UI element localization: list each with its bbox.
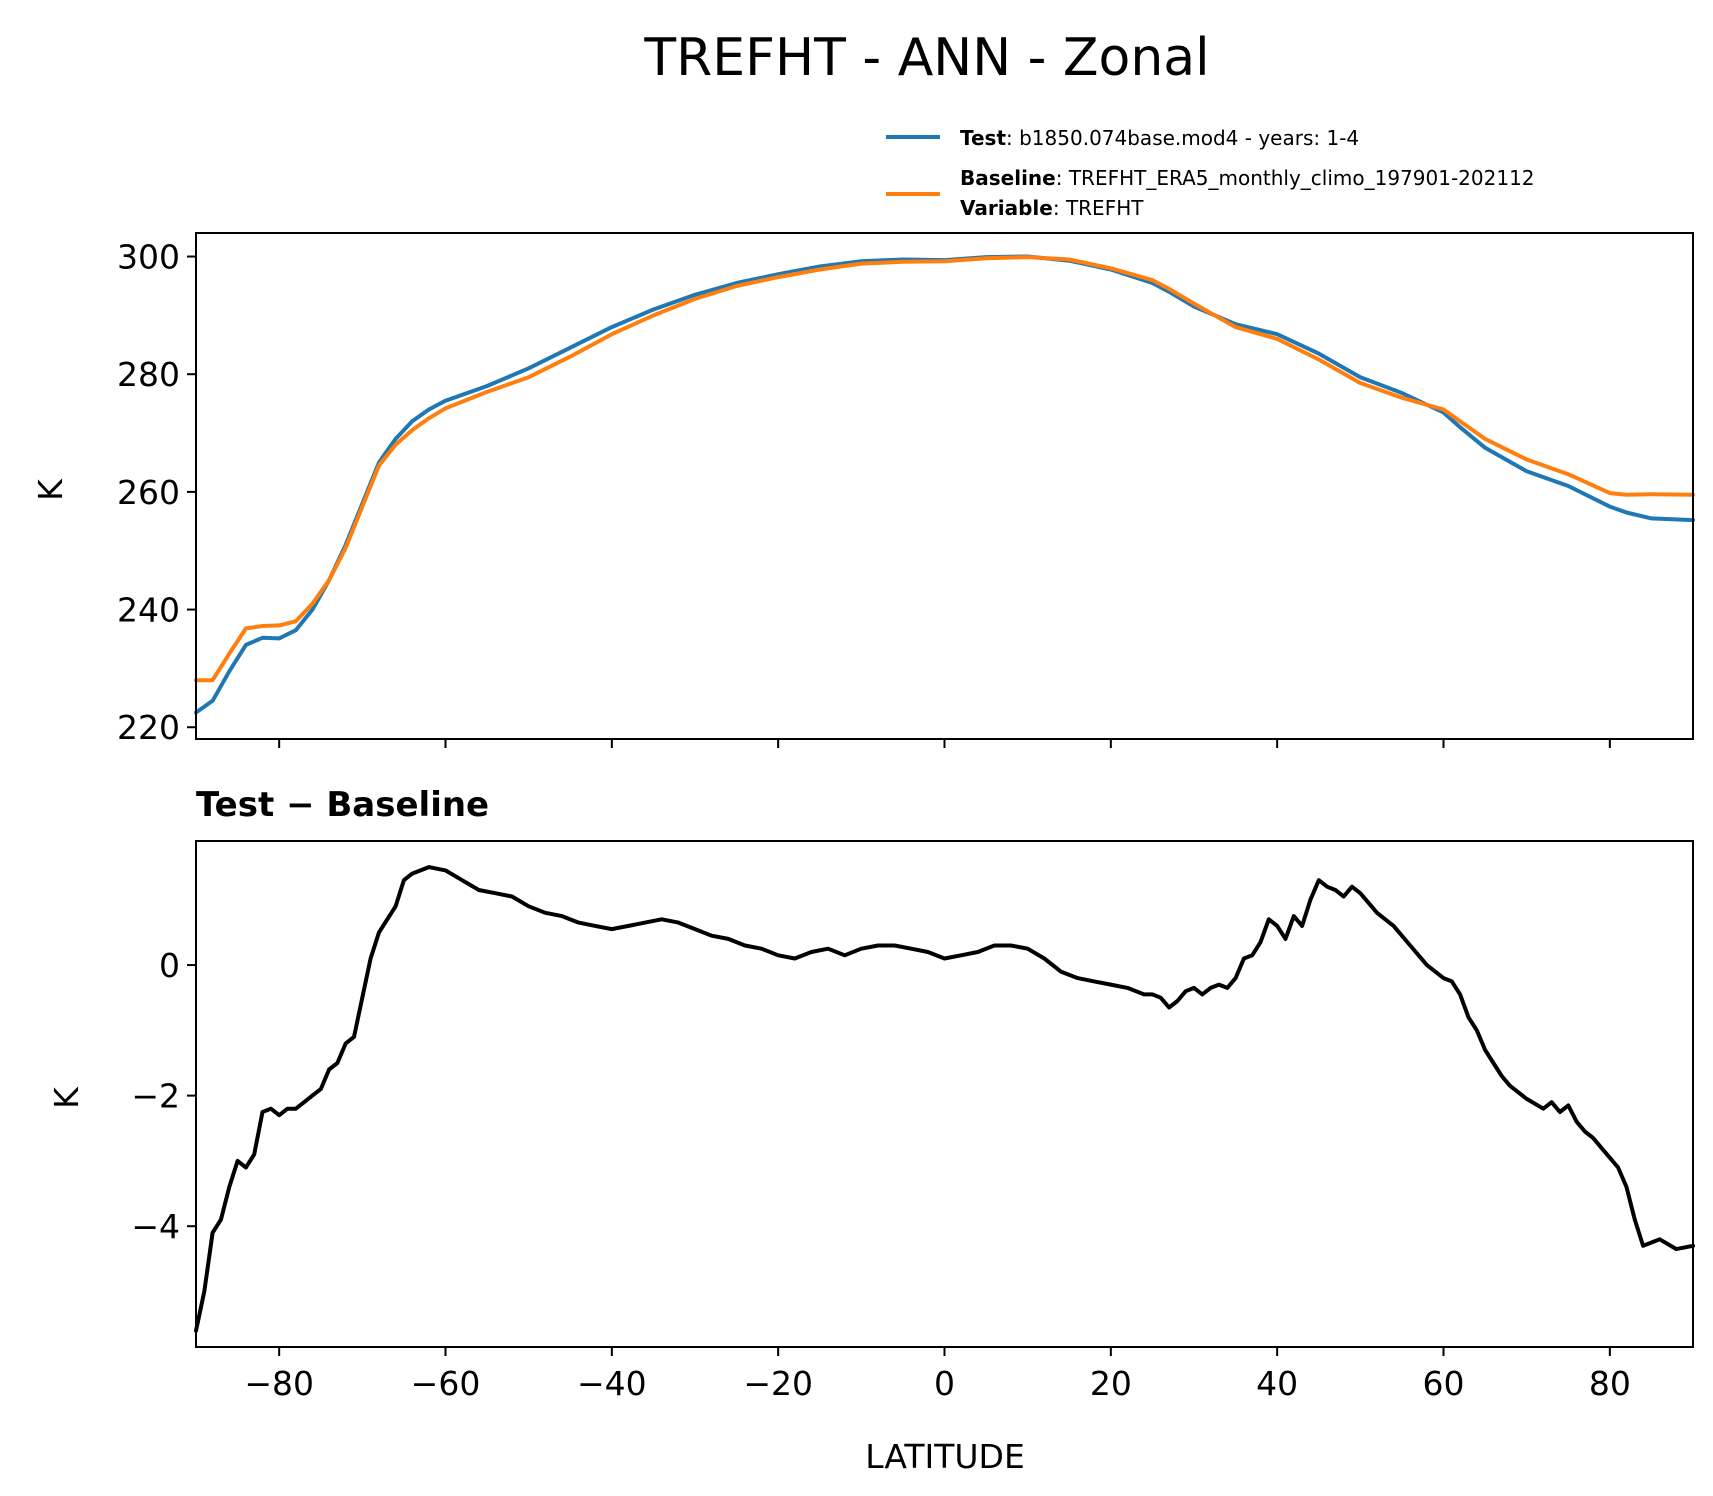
legend-label-variable: Variable: TREFHT: [960, 196, 1144, 220]
top-y-tick-label: 280: [117, 355, 180, 394]
legend-variable-rest: : TREFHT: [1053, 196, 1144, 220]
bottom-x-tick-label: −60: [411, 1364, 481, 1403]
legend-baseline-rest: : TREFHT_ERA5_monthly_climo_197901-20211…: [1056, 166, 1535, 190]
legend-test-rest: : b1850.074base.mod4 - years: 1-4: [1006, 126, 1359, 150]
bottom-y-tick-label: −4: [131, 1207, 180, 1246]
legend: Test: b1850.074base.mod4 - years: 1-4 Ba…: [886, 126, 1535, 220]
bottom-x-tick-label: −20: [743, 1364, 813, 1403]
bottom-panel-title: Test − Baseline: [196, 785, 489, 825]
legend-baseline-bold: Baseline: [960, 166, 1056, 190]
figure-title: TREFHT - ANN - Zonal: [643, 28, 1209, 88]
bottom-y-tick-label: 0: [159, 946, 180, 985]
bottom-x-tick-label: 80: [1589, 1364, 1631, 1403]
bottom-x-tick-label: 0: [934, 1364, 955, 1403]
top-y-tick-label: 220: [117, 708, 180, 747]
top-y-ticks: 220 240 260 280 300: [117, 238, 196, 747]
legend-test-bold: Test: [960, 126, 1006, 150]
bottom-y-tick-label: −2: [131, 1077, 180, 1116]
bottom-series-group: [194, 865, 1695, 1333]
bottom-x-axis-label: LATITUDE: [865, 1437, 1025, 1476]
top-x-ticks: [278, 739, 1611, 748]
top-y-axis-label: K: [31, 478, 70, 501]
top-panel: 220 240 260 280 300 K: [31, 232, 1695, 748]
bottom-x-tick-label: −80: [244, 1364, 314, 1403]
legend-label-baseline: Baseline: TREFHT_ERA5_monthly_climo_1979…: [960, 166, 1535, 190]
legend-label-test: Test: b1850.074base.mod4 - years: 1-4: [960, 126, 1359, 150]
bottom-x-tick-label: 60: [1423, 1364, 1465, 1403]
legend-variable-bold: Variable: [960, 196, 1053, 220]
bottom-x-tick-label: 40: [1256, 1364, 1298, 1403]
top-y-tick-label: 300: [117, 238, 180, 277]
top-y-tick-label: 260: [117, 473, 180, 512]
bottom-y-ticks: −4 −2 0: [131, 946, 196, 1246]
bottom-x-ticks: −80 −60 −40 −20 0 20 40 60 80: [244, 1347, 1631, 1403]
bottom-x-tick-label: −40: [577, 1364, 647, 1403]
bottom-panel: Test − Baseline −4−20 −80 −60 −40 −20 0 20 40 6…: [47, 785, 1695, 1476]
bottom-x-tick-label: 20: [1090, 1364, 1132, 1403]
top-y-tick-label: 240: [117, 591, 180, 630]
bottom-series-line-test-baseline: [194, 865, 1695, 1333]
top-series-line-baseline: [194, 255, 1695, 683]
bottom-y-axis-label: K: [47, 1086, 86, 1109]
top-series-group: [194, 254, 1695, 715]
